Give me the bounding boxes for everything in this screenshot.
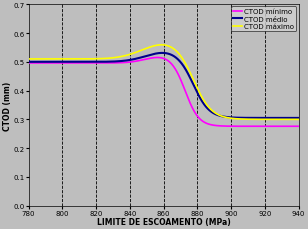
CTOD máximo (213, 111, 216, 114)
CTOD mínimo (213, 124, 216, 127)
X-axis label: LIMITE DE ESCOAMENTO (MPa): LIMITE DE ESCOAMENTO (MPa) (97, 217, 230, 226)
Legend: CTOD mínimo, CTOD médio, CTOD máximo: CTOD mínimo, CTOD médio, CTOD máximo (231, 7, 297, 32)
CTOD máximo (136, 51, 140, 54)
CTOD médio (213, 113, 216, 115)
Line: CTOD máximo: CTOD máximo (29, 46, 298, 120)
CTOD máximo (237, 118, 241, 121)
Line: CTOD médio: CTOD médio (29, 54, 298, 118)
CTOD mínimo (237, 125, 241, 128)
CTOD médio (54, 61, 58, 64)
CTOD máximo (146, 47, 149, 50)
Y-axis label: CTOD (mm): CTOD (mm) (3, 81, 12, 130)
CTOD mínimo (136, 60, 140, 63)
CTOD mínimo (146, 58, 149, 61)
CTOD máximo (160, 44, 163, 47)
CTOD médio (237, 117, 241, 120)
Line: CTOD mínimo: CTOD mínimo (29, 58, 298, 127)
CTOD máximo (54, 58, 58, 61)
CTOD máximo (297, 118, 300, 121)
CTOD médio (136, 58, 140, 60)
CTOD médio (297, 117, 300, 120)
CTOD médio (146, 55, 149, 58)
CTOD mínimo (156, 57, 159, 60)
CTOD mínimo (54, 62, 58, 65)
CTOD máximo (27, 58, 30, 61)
CTOD mínimo (242, 125, 246, 128)
CTOD mínimo (27, 62, 30, 65)
CTOD mínimo (297, 125, 300, 128)
CTOD médio (160, 52, 164, 55)
CTOD médio (242, 117, 246, 120)
CTOD máximo (242, 118, 246, 121)
CTOD médio (27, 61, 30, 64)
